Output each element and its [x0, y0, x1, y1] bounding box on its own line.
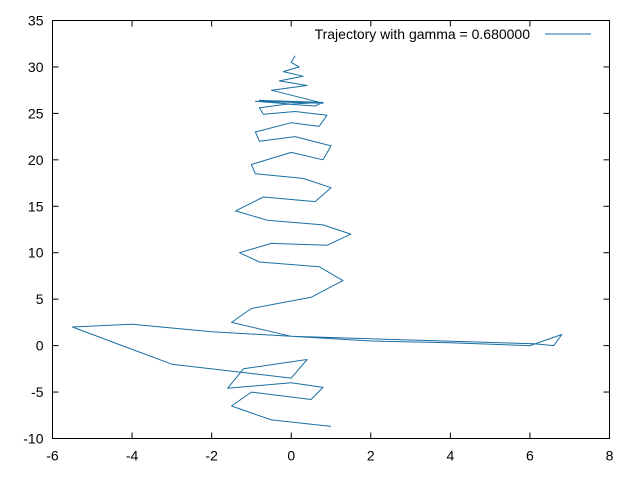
y-tick-label: -5 — [31, 384, 44, 400]
x-tick-label: 0 — [287, 448, 295, 464]
y-tick-label: 35 — [28, 13, 44, 29]
y-tick-label: 0 — [36, 338, 44, 354]
y-tick-label: 15 — [28, 198, 44, 214]
plot-area — [71, 55, 563, 427]
y-tick-label: -10 — [23, 431, 43, 447]
x-tick-label: -2 — [205, 448, 218, 464]
y-tick-label: 5 — [36, 291, 44, 307]
trajectory-series-line — [71, 55, 563, 427]
plot-frame — [52, 20, 610, 439]
y-tick-label: 30 — [28, 59, 44, 75]
legend-label: Trajectory with gamma = 0.680000 — [315, 26, 531, 42]
x-tick-label: 6 — [526, 448, 534, 464]
x-tick-label: 2 — [367, 448, 375, 464]
x-tick-label: 4 — [446, 448, 454, 464]
x-tick-label: -4 — [126, 448, 139, 464]
x-tick-label: -6 — [46, 448, 59, 464]
y-tick-label: 10 — [28, 245, 44, 261]
x-tick-label: 8 — [606, 448, 614, 464]
axis-ticks: -6 -4 -2 0 2 4 6 8 -10 -5 0 5 10 15 20 25 30 35 — [23, 13, 613, 464]
y-tick-label: 25 — [28, 105, 44, 121]
legend: Trajectory with gamma = 0.680000 — [315, 26, 591, 42]
y-tick-label: 20 — [28, 152, 44, 168]
